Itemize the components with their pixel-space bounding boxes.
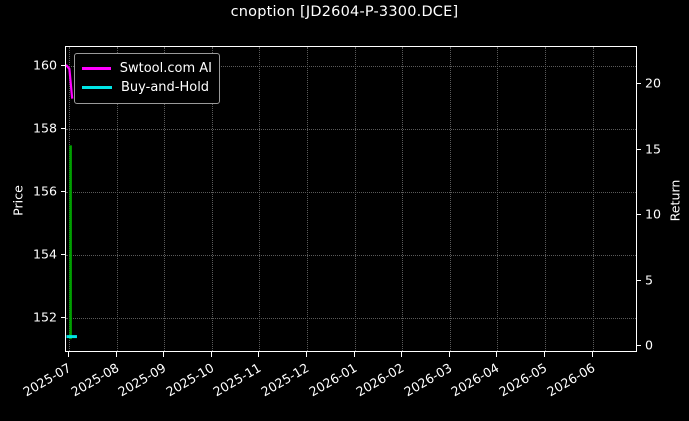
x-axis-tick [68, 352, 69, 357]
series-layer [66, 64, 77, 340]
y-axis-right-title-text: Return [667, 179, 683, 222]
x-axis-tick [448, 352, 450, 357]
x-axis-tick [544, 352, 545, 357]
y-axis-right-label: 10 [645, 206, 662, 222]
y-axis-left-tick [61, 65, 65, 66]
y-axis-left-tick [61, 254, 65, 255]
horizontal-gridline [66, 255, 636, 256]
y-axis-right-tick [637, 83, 641, 84]
vertical-gridline [354, 47, 356, 351]
x-axis-tick [353, 352, 355, 357]
x-axis-tick [258, 352, 260, 357]
y-axis-left-label: 154 [32, 246, 57, 262]
y-axis-left-title: Price [10, 0, 26, 421]
y-axis-left-tick [61, 191, 65, 192]
y-axis-right-tick [637, 214, 641, 215]
horizontal-gridline [66, 318, 636, 319]
legend-label-swtool-ai: Swtool.com AI [119, 61, 212, 76]
vertical-gridline [402, 47, 404, 351]
y-axis-right-label: 5 [645, 272, 654, 287]
y-axis-right-tick [637, 345, 641, 346]
legend-swatch-buy-and-hold [82, 86, 112, 89]
chart-title: cnoption [JD2604-P-3300.DCE] [230, 4, 459, 20]
y-axis-left-tick [61, 128, 65, 129]
legend-label-buy-and-hold: Buy-and-Hold [121, 80, 210, 95]
swtool-ai-line [66, 64, 74, 99]
y-axis-right-title: Return [665, 0, 683, 421]
vertical-gridline [211, 47, 213, 351]
y-axis-left-label: 156 [32, 183, 57, 199]
x-axis-tick [591, 352, 593, 357]
legend-swatch-swtool-ai [82, 67, 111, 70]
vertical-gridline [307, 47, 308, 351]
y-axis-left-title-text: Price [10, 185, 26, 216]
horizontal-gridline [66, 66, 636, 67]
y-axis-right-tick [637, 148, 641, 150]
y-axis-left-tick [61, 317, 65, 318]
x-axis-tick [115, 352, 117, 357]
vertical-gridline [116, 47, 118, 351]
vertical-gridline [545, 47, 546, 351]
y-axis-right-tick [637, 279, 641, 281]
y-axis-right-label: 15 [645, 141, 662, 156]
horizontal-gridline [66, 192, 636, 193]
y-axis-left-label: 158 [32, 120, 57, 136]
vertical-gridline [449, 47, 451, 351]
x-axis-tick [401, 352, 403, 357]
x-axis-tick [163, 352, 165, 357]
x-axis-tick [306, 352, 307, 357]
horizontal-gridline [66, 129, 636, 130]
x-axis-tick [496, 352, 498, 357]
y-axis-left-label: 152 [32, 309, 57, 325]
y-axis-right-label: 0 [645, 337, 654, 353]
vertical-gridline [164, 47, 166, 351]
x-axis-tick [210, 352, 212, 357]
vertical-gridline [259, 47, 261, 351]
vertical-gridline [592, 47, 594, 351]
y-axis-right-label: 20 [645, 75, 662, 91]
legend-item: Buy-and-Hold [82, 78, 212, 97]
y-axis-left-label: 160 [32, 57, 57, 73]
chart-legend: Swtool.com AI Buy-and-Hold [74, 53, 220, 104]
vertical-gridline [497, 47, 499, 351]
legend-item: Swtool.com AI [82, 59, 212, 78]
